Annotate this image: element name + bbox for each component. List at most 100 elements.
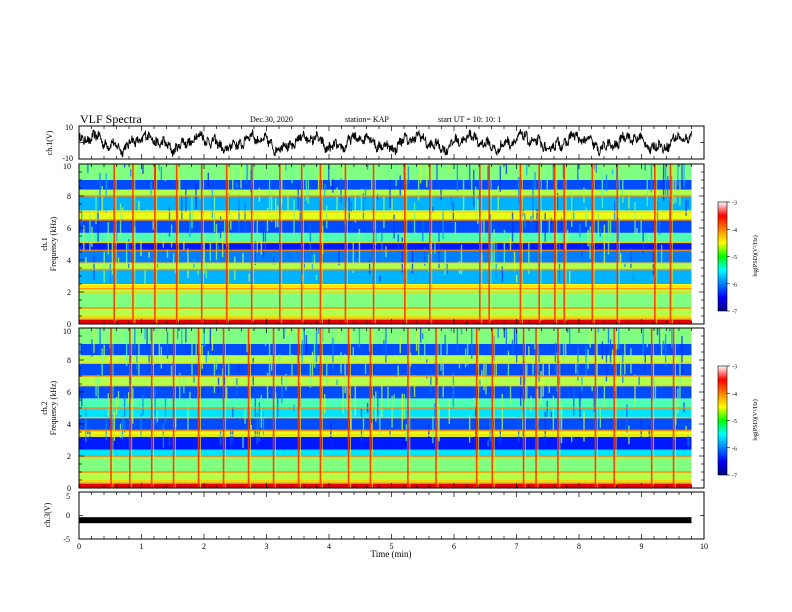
spectrogram-column (385, 328, 387, 363)
spectrogram-column (303, 250, 305, 268)
spectrogram-column (501, 266, 504, 282)
spectrogram-column (346, 385, 348, 410)
spectrogram-sferic (281, 164, 283, 324)
spectrogram-tone-line (79, 480, 692, 482)
spectrogram-column (97, 374, 99, 399)
spectrogram-sferic (297, 328, 300, 488)
x-tick-label: 9 (640, 542, 644, 551)
spectrogram-column (164, 176, 167, 181)
spectrogram-column (477, 354, 479, 369)
spectrogram-column (511, 339, 514, 353)
spectrogram-column (652, 248, 655, 276)
spectrogram-column (438, 404, 440, 442)
spectrogram-column (448, 399, 450, 424)
spectrogram-column (117, 391, 120, 405)
spectrogram-column (144, 328, 146, 340)
spectrogram-column (324, 394, 326, 414)
spectrogram-column (136, 164, 138, 179)
spectrogram-column (444, 334, 446, 349)
spectrogram-column (258, 402, 261, 442)
spectrogram-column (334, 164, 336, 175)
spectrogram-column (630, 248, 632, 268)
spectrogram-column (307, 174, 310, 204)
spectrogram-column (138, 339, 140, 380)
spectrogram-column (540, 370, 542, 404)
spectrogram-column (209, 328, 212, 347)
spectrogram-column (481, 370, 483, 380)
spectrogram-column (311, 254, 314, 275)
spectrogram-column (440, 189, 442, 201)
spectrogram-column (473, 169, 475, 208)
spectrogram-sferic (224, 328, 226, 488)
spectrogram-sferic (656, 164, 658, 324)
spectrogram-column (174, 263, 177, 274)
spectrogram-column (685, 199, 687, 216)
spectrogram-column (285, 164, 287, 171)
spectrogram-sferic (321, 164, 323, 324)
spectrogram-sferic (153, 328, 155, 488)
colorbar-tick-label: -6 (732, 446, 737, 452)
spectrogram-tone-line (79, 211, 692, 213)
spectrogram-band (79, 232, 692, 243)
spectrogram-sferic (559, 328, 561, 488)
spectrogram-column (564, 335, 567, 362)
spectrogram-column (105, 415, 107, 441)
spectrogram-column (330, 172, 332, 186)
spectrogram-column (291, 354, 293, 377)
spectrogram-tone-line (79, 285, 692, 288)
spectrogram-column (342, 378, 344, 414)
x-tick-label: 3 (265, 542, 269, 551)
spectrogram-column (544, 411, 546, 446)
spectrogram-column (334, 328, 336, 340)
spectrogram-band (79, 319, 692, 324)
spectrogram-column (468, 164, 471, 184)
spectrogram-column (419, 164, 422, 184)
spectrogram-column (281, 375, 283, 404)
spectrogram-sferic (437, 328, 439, 488)
spectrogram-sferic (653, 328, 655, 488)
spectrogram-column (509, 237, 512, 251)
spectrogram-band (79, 457, 692, 472)
spectrogram-column (460, 328, 463, 335)
ch1-freq-tick-8: 8 (67, 192, 71, 201)
spectrogram-column (642, 328, 644, 356)
spectrogram-sferic (540, 164, 542, 324)
spectrogram-column (326, 205, 328, 229)
spectrogram-sferic (178, 164, 180, 324)
spectrogram-column (434, 238, 436, 254)
spectrogram-column (99, 172, 101, 211)
spectrogram-tone-line (79, 219, 692, 221)
ch2-spectrogram-panel: 0 2 4 6 8 10 ch.2 Frequency (kHz) (40, 327, 705, 493)
spectrogram-column (620, 362, 622, 380)
spectrogram-column (667, 328, 669, 340)
spectrogram-column (277, 205, 279, 228)
spectrogram-column (662, 340, 665, 351)
spectrogram-column (489, 214, 491, 252)
ch2-channel-label: ch.2 (40, 401, 49, 415)
spectrogram-column (238, 364, 240, 372)
ch1-spectrogram-panel: 0 2 4 6 8 10 ch.1 Frequency (kHz) (40, 162, 705, 329)
spectrogram-column (583, 411, 585, 442)
spectrogram-column (648, 233, 651, 243)
ch3-ytick-top: 5 (66, 492, 70, 501)
spectrogram-column (266, 372, 269, 403)
ch2-freq-tick-8: 8 (67, 356, 71, 365)
spectrogram-column (244, 202, 246, 231)
spectrogram-column (377, 194, 379, 201)
spectrogram-column (150, 181, 152, 203)
spectrogram-column (383, 193, 385, 229)
spectrogram-column (123, 395, 126, 433)
spectrogram-column (111, 413, 114, 420)
spectrogram-column (307, 328, 310, 344)
spectrogram-tone-line (79, 195, 692, 197)
spectrogram-column (379, 275, 381, 282)
spectrogram-sferic (490, 164, 492, 324)
spectrogram-column (493, 229, 495, 268)
ch2-colorbar-label: log(PSD)(V²/Hz) (752, 399, 759, 440)
spectrogram-column (350, 200, 352, 213)
x-axis-tick-labels: 0 1 2 3 4 5 6 7 8 9 10 (77, 542, 708, 551)
spectrogram-column (364, 362, 367, 375)
spectrogram-column (546, 166, 548, 190)
ch3-waveform-frame (78, 491, 705, 540)
